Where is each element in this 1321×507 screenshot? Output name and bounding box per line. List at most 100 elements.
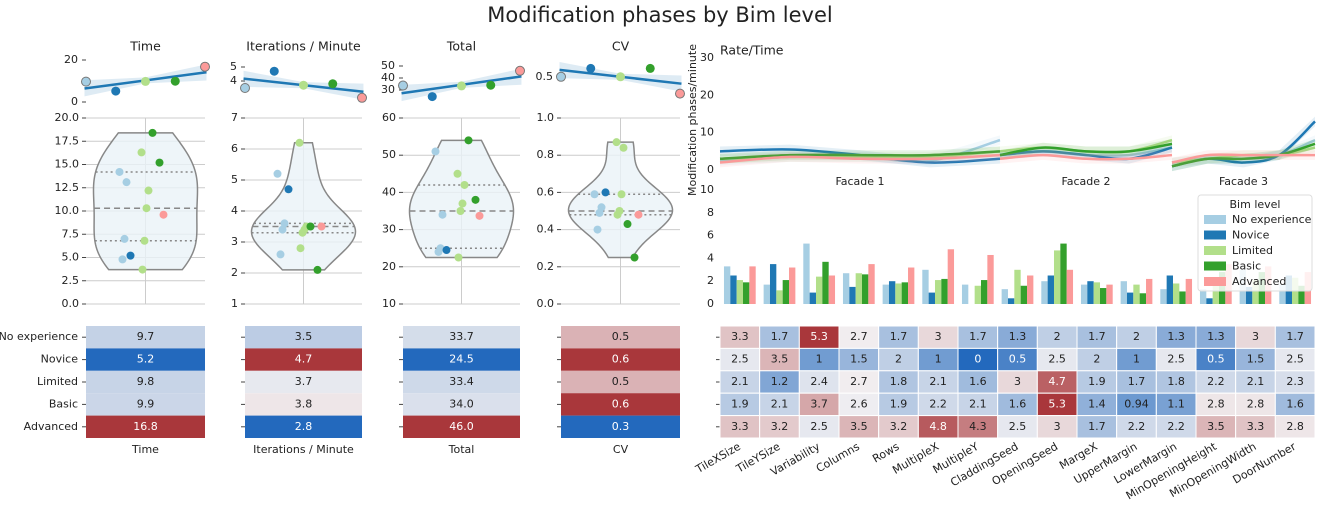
facet-label: Facade 3 bbox=[1219, 175, 1268, 188]
strip-point bbox=[298, 228, 307, 237]
heatmap-cell bbox=[403, 326, 520, 349]
cell-label: 1.9 bbox=[731, 397, 749, 410]
cell-label: 1 bbox=[1133, 353, 1140, 366]
cell-label: 3.3 bbox=[1247, 420, 1265, 433]
cell-label: 3.5 bbox=[1207, 420, 1225, 433]
mean-point bbox=[200, 61, 210, 72]
bar bbox=[961, 284, 969, 304]
y-tick-label: 15.0 bbox=[55, 158, 80, 171]
legend-label: No experience bbox=[1232, 213, 1312, 226]
bar bbox=[1120, 281, 1127, 304]
strip-point bbox=[454, 253, 463, 262]
strip-point bbox=[142, 204, 151, 213]
bar bbox=[849, 286, 856, 304]
strip-point bbox=[137, 148, 146, 157]
cell-label: 3 bbox=[1252, 330, 1259, 343]
mean-point bbox=[357, 92, 367, 103]
bar bbox=[1007, 298, 1015, 304]
strip-point bbox=[613, 210, 622, 219]
y-tick-label: 10 bbox=[700, 126, 714, 139]
y-tick-label: 10.0 bbox=[55, 204, 80, 217]
mean-point bbox=[328, 79, 338, 89]
bar bbox=[782, 280, 790, 304]
cell-label: 4.3 bbox=[969, 420, 987, 433]
strip-point bbox=[317, 222, 326, 231]
y-tick-label: 4 bbox=[231, 204, 238, 217]
bar bbox=[1172, 283, 1180, 304]
mean-point bbox=[269, 66, 279, 76]
trend-line bbox=[999, 153, 1173, 161]
strip-point bbox=[120, 234, 129, 243]
trend-line bbox=[1171, 153, 1315, 164]
legend-box bbox=[1197, 194, 1313, 292]
strip-point bbox=[630, 253, 639, 262]
heatmap-cell bbox=[245, 393, 362, 416]
strip-point bbox=[453, 169, 462, 178]
cell-label: 1 bbox=[816, 353, 823, 366]
bar bbox=[855, 273, 863, 304]
cell-label: 2 bbox=[895, 353, 902, 366]
cell-label: 1.7 bbox=[969, 330, 987, 343]
cell-label: 2.3 bbox=[1286, 375, 1304, 388]
row-label: Basic bbox=[49, 397, 78, 410]
bar bbox=[908, 267, 915, 304]
mean-point bbox=[427, 92, 437, 102]
mean-point bbox=[141, 76, 150, 86]
strip-point bbox=[278, 225, 287, 234]
cell-label: 1.9 bbox=[1088, 375, 1106, 388]
y-tick-label: 0 bbox=[71, 95, 78, 108]
cell-label: 2 bbox=[1133, 330, 1140, 343]
y-tick-label: 0.0 bbox=[62, 297, 80, 310]
bar bbox=[1106, 284, 1113, 304]
strip-point bbox=[313, 265, 322, 274]
strip-point bbox=[280, 219, 289, 228]
strip-point bbox=[276, 250, 285, 259]
heatmap-cell bbox=[86, 393, 205, 416]
y-tick-label: 0.5 bbox=[536, 70, 554, 83]
bar bbox=[987, 254, 994, 304]
heatmap-cell bbox=[403, 370, 520, 394]
bar bbox=[1080, 284, 1088, 304]
y-tick-label: 20 bbox=[382, 260, 396, 273]
y-tick-label: 12.5 bbox=[55, 181, 80, 194]
cell-label: 1.4 bbox=[1088, 397, 1106, 410]
bar bbox=[815, 276, 823, 304]
cell-label: 1.7 bbox=[1128, 375, 1146, 388]
strip-point bbox=[619, 143, 628, 152]
bar bbox=[842, 273, 850, 304]
heatmap-cell bbox=[245, 326, 362, 349]
cell-label: 5.2 bbox=[137, 353, 155, 366]
heatmap-cell bbox=[86, 370, 205, 394]
cell-label: 0.5 bbox=[612, 330, 630, 343]
heatmap-cell bbox=[403, 348, 520, 371]
heatmap-cell bbox=[245, 348, 362, 371]
cell-label: 3.7 bbox=[295, 375, 313, 388]
x-tick-label: Columns bbox=[814, 440, 862, 475]
bar bbox=[862, 274, 869, 304]
bar bbox=[1041, 281, 1048, 304]
cell-label: 0.5 bbox=[1009, 353, 1027, 366]
cell-label: 2 bbox=[1054, 330, 1061, 343]
cell-label: 2.5 bbox=[1048, 353, 1066, 366]
bar bbox=[1093, 282, 1101, 304]
y-tick-label: 30 bbox=[382, 223, 396, 236]
violin bbox=[567, 141, 674, 259]
cell-label: 2.8 bbox=[295, 420, 313, 433]
cell-label: 2.1 bbox=[731, 375, 749, 388]
strip-point bbox=[634, 210, 643, 219]
strip-point bbox=[593, 225, 602, 234]
bar bbox=[803, 243, 810, 304]
y-tick-label: 50 bbox=[381, 59, 395, 72]
bar bbox=[736, 280, 744, 304]
strip-point bbox=[295, 138, 304, 147]
strip-point bbox=[456, 207, 465, 215]
mean-point bbox=[240, 83, 250, 93]
heatmap-cell bbox=[561, 348, 680, 371]
cell-label: 1.1 bbox=[1167, 397, 1185, 410]
cell-label: 2.5 bbox=[810, 420, 828, 433]
subplot-title: Total bbox=[446, 39, 476, 54]
cell-label: 2.1 bbox=[969, 397, 987, 410]
strip-point bbox=[434, 247, 443, 256]
bar bbox=[1139, 293, 1147, 304]
strip-point bbox=[471, 195, 480, 204]
